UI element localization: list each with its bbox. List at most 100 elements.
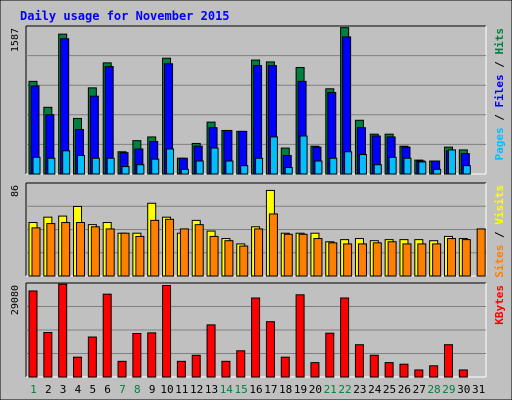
bar-pages-day-29	[447, 149, 456, 175]
legend-entry: Files	[493, 74, 506, 107]
x-tick-label: 7	[119, 383, 126, 396]
bar-kbytes-day-27	[414, 369, 424, 378]
bar-kbytes-day-8	[132, 333, 142, 378]
panel-legend: KBytes	[493, 285, 506, 325]
bar-sites-day-6	[105, 228, 115, 277]
x-tick-label: 22	[338, 383, 351, 396]
bar-kbytes-day-4	[73, 356, 83, 378]
bar-sites-day-9	[150, 219, 160, 277]
bar-kbytes-day-23	[354, 344, 364, 378]
bar-pages-day-11	[180, 168, 189, 175]
x-tick-label: 6	[104, 383, 111, 396]
x-tick-label: 17	[264, 383, 277, 396]
bar-kbytes-day-24	[369, 354, 379, 378]
bar-sites-day-13	[209, 235, 219, 277]
bar-kbytes-day-15	[236, 350, 246, 378]
bar-sites-day-20	[313, 238, 323, 277]
bar-kbytes-day-30	[458, 369, 468, 378]
bar-sites-day-23	[357, 243, 367, 277]
x-tick-label: 29	[442, 383, 455, 396]
bar-pages-day-9	[151, 158, 160, 175]
bar-pages-day-2	[47, 157, 56, 175]
x-tick-label: 3	[60, 383, 67, 396]
x-tick-label: 2	[45, 383, 52, 396]
bar-pages-day-4	[77, 154, 86, 175]
bar-kbytes-day-2	[43, 332, 53, 378]
bar-sites-day-11	[179, 228, 189, 277]
bar-sites-day-17	[268, 213, 278, 277]
x-tick-label: 27	[413, 383, 426, 396]
bar-kbytes-day-14	[221, 360, 231, 378]
x-tick-label: 26	[398, 383, 411, 396]
x-tick-label: 8	[134, 383, 141, 396]
bar-kbytes-day-19	[295, 294, 305, 378]
bar-pages-day-19	[299, 135, 308, 175]
x-tick-label: 25	[383, 383, 396, 396]
x-tick-label: 31	[472, 383, 485, 396]
bar-pages-day-10	[166, 148, 175, 175]
bar-pages-day-15	[240, 165, 249, 175]
bar-pages-day-22	[344, 151, 353, 175]
bar-sites-day-19	[298, 233, 308, 277]
bar-pages-day-7	[121, 166, 130, 175]
bar-kbytes-day-29	[443, 344, 453, 378]
bar-pages-day-30	[462, 165, 471, 175]
bar-pages-day-14	[225, 160, 234, 175]
x-tick-label: 30	[457, 383, 470, 396]
series-pages	[32, 135, 471, 175]
bar-sites-day-3	[61, 222, 71, 277]
bar-kbytes-day-22	[340, 297, 350, 378]
panel-max-label: 1587	[10, 28, 21, 52]
bar-pages-day-5	[91, 157, 100, 175]
bar-pages-day-3	[62, 150, 71, 175]
series-sites	[31, 213, 486, 277]
bar-kbytes-day-6	[102, 293, 112, 378]
bar-pages-day-23	[358, 154, 367, 175]
legend-entry: Visits	[493, 185, 506, 225]
x-tick-label: 11	[175, 383, 188, 396]
bar-pages-day-18	[284, 167, 293, 175]
panel-top: 1587 Pages / Files / Hits	[10, 25, 506, 175]
bar-pages-day-24	[373, 164, 382, 175]
bar-kbytes-day-18	[280, 356, 290, 378]
bar-kbytes-day-10	[162, 285, 172, 378]
legend-entry: Pages	[493, 127, 506, 160]
x-axis-labels: 1 2 3 4 5 6 7 8 9 10 11 12 13 14 15 16 17 18 19 20 21 22 23 24 2…	[30, 383, 485, 396]
bar-kbytes-day-13	[206, 324, 216, 378]
bar-pages-day-20	[314, 160, 323, 175]
legend-entry: /	[493, 55, 506, 75]
bar-files-day-16	[253, 65, 263, 175]
bar-sites-day-16	[254, 228, 264, 277]
x-tick-label: 15	[235, 383, 248, 396]
bar-pages-day-28	[433, 168, 442, 175]
bar-kbytes-day-21	[325, 332, 335, 378]
bar-kbytes-day-1	[28, 290, 38, 378]
bar-sites-day-26	[402, 243, 412, 277]
x-tick-label: 24	[368, 383, 382, 396]
bar-pages-day-27	[418, 161, 427, 175]
legend-entry: Sites	[493, 245, 506, 278]
panel-legend: Pages / Files / Hits	[493, 28, 506, 161]
bar-pages-day-8	[136, 164, 145, 175]
x-tick-label: 5	[89, 383, 96, 396]
bar-pages-day-13	[210, 147, 219, 175]
x-tick-label: 20	[309, 383, 322, 396]
bar-sites-day-24	[372, 242, 382, 277]
x-tick-label: 12	[190, 383, 203, 396]
bar-sites-day-18	[283, 233, 293, 277]
x-tick-label: 28	[427, 383, 440, 396]
bar-pages-day-16	[255, 157, 264, 175]
x-tick-label: 19	[294, 383, 307, 396]
bar-sites-day-27	[417, 243, 427, 277]
bar-kbytes-day-12	[191, 354, 201, 378]
x-tick-label: 1	[30, 383, 37, 396]
bar-pages-day-21	[329, 157, 338, 175]
bar-pages-day-17	[269, 136, 278, 175]
bar-kbytes-day-26	[399, 363, 409, 378]
bar-sites-day-21	[328, 242, 338, 277]
bar-sites-day-14	[224, 240, 234, 277]
bar-pages-day-26	[403, 157, 412, 175]
series-kbytes	[28, 283, 468, 378]
